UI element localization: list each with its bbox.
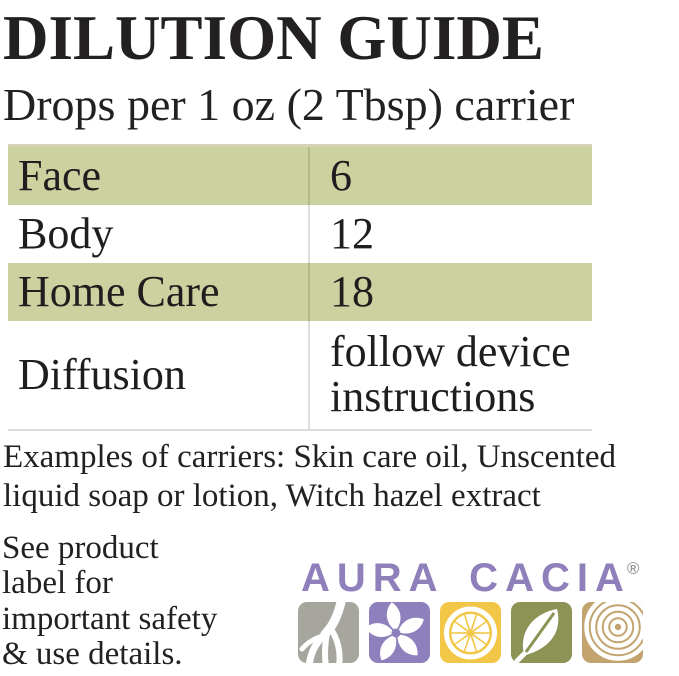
row-value: 6 — [330, 150, 352, 200]
page-subtitle: Drops per 1 oz (2 Tbsp) carrier — [3, 79, 575, 130]
table-row: Body 12 — [8, 205, 592, 263]
table-row: Home Care 18 — [8, 263, 592, 321]
flower-icon — [369, 602, 430, 663]
row-value: follow device instructions — [330, 327, 571, 421]
leaf-icon — [511, 602, 572, 663]
carriers-note: Examples of carriers: Skin care oil, Uns… — [3, 439, 617, 514]
logo-icon-row — [298, 602, 643, 663]
branch-icon — [298, 602, 359, 663]
row-label: Face — [18, 150, 102, 200]
row-label: Home Care — [18, 266, 220, 316]
citrus-icon — [440, 602, 501, 663]
row-label: Body — [18, 208, 114, 258]
table-column-divider — [308, 147, 310, 429]
row-value: 12 — [330, 208, 374, 258]
table-row: Diffusion follow device instructions — [8, 321, 592, 429]
page-title: DILUTION GUIDE — [3, 3, 544, 73]
dilution-table: Face 6 Body 12 Home Care 18 Diffusion fo… — [8, 144, 592, 431]
table-row: Face 6 — [8, 147, 592, 205]
brand-name-text: AURA CACIA — [301, 556, 631, 600]
row-label: Diffusion — [18, 349, 186, 399]
brand-name: AURA CACIA® — [301, 556, 643, 601]
safety-note: See product label for important safety &… — [2, 530, 218, 672]
row-value: 18 — [330, 266, 374, 316]
rings-icon — [582, 602, 643, 663]
registered-mark-icon: ® — [626, 558, 640, 578]
